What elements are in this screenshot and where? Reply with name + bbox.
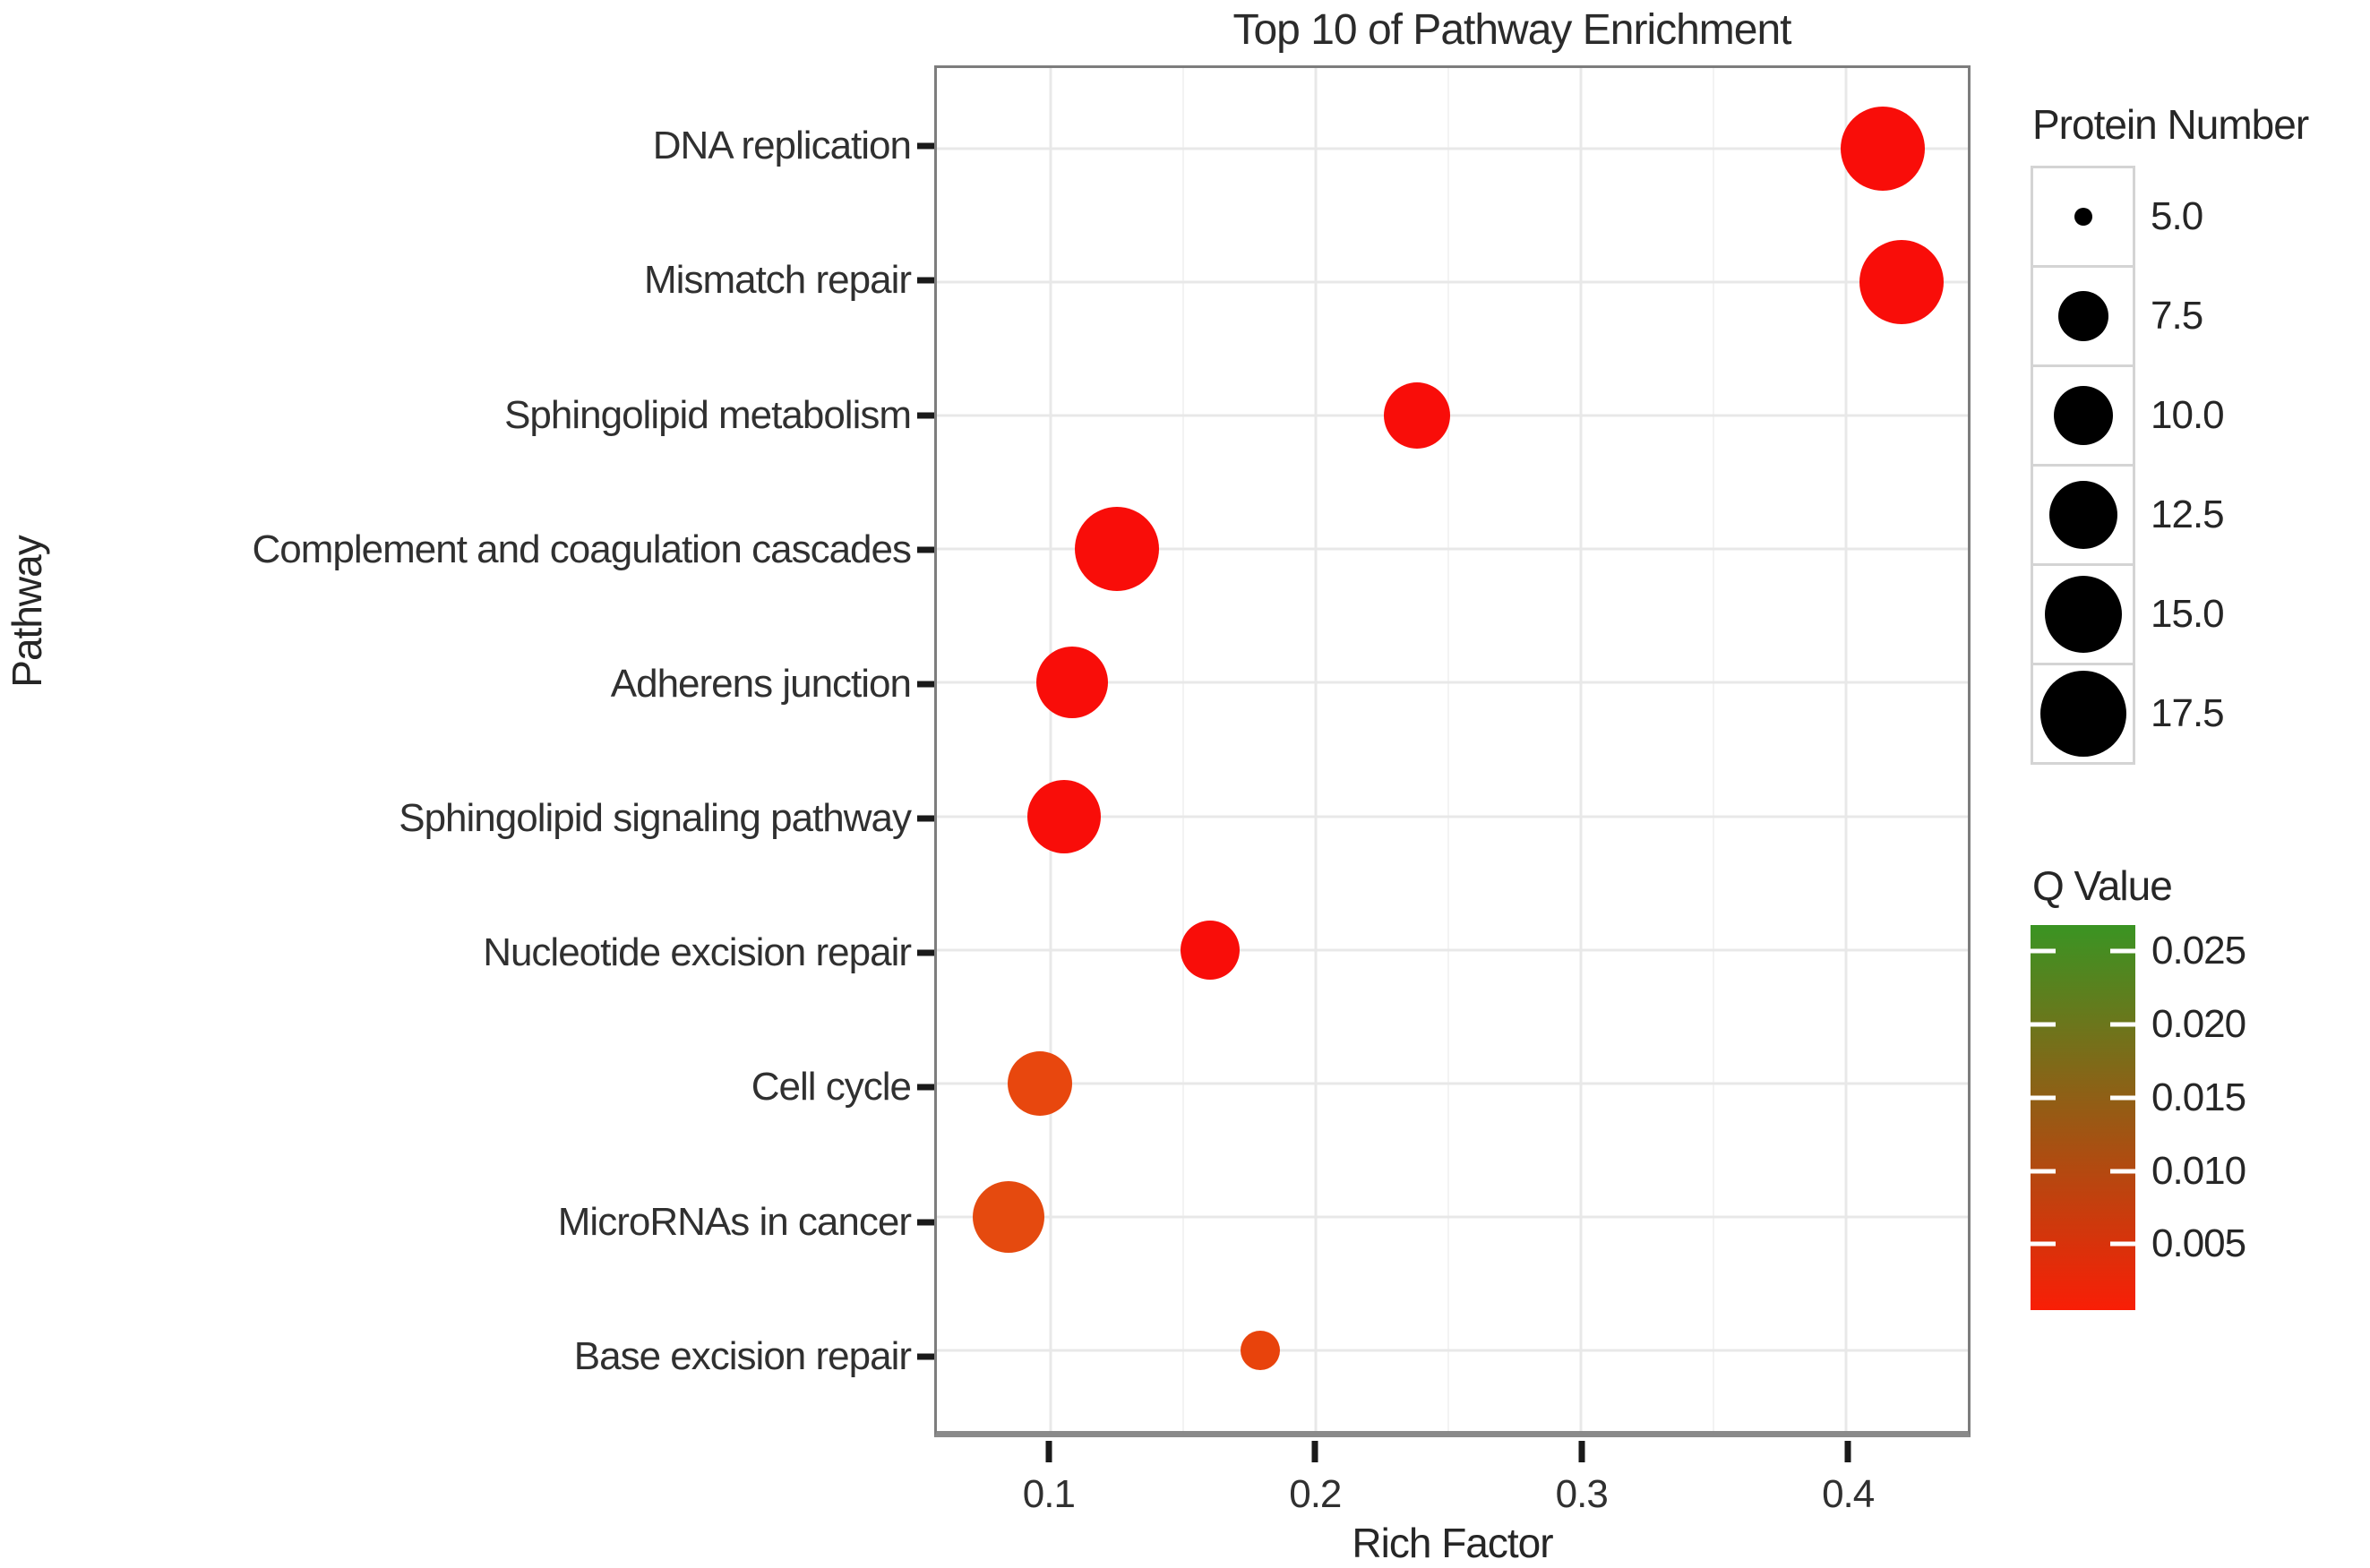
x-tick-label: 0.3 [1555,1472,1609,1516]
x-tick-mark [1045,1441,1052,1462]
size-legend-dot [2048,481,2117,549]
y-tick-mark [917,142,934,150]
y-tick-label: Sphingolipid metabolism [504,392,912,437]
size-legend-label: 12.5 [2151,493,2225,536]
row-gridline [937,1082,1968,1085]
colorbar-tick-label: 0.020 [2151,1002,2246,1047]
size-legend-title: Protein Number [2032,101,2309,148]
y-tick-label: Nucleotide excision repair [483,930,912,975]
colorbar-tick [2031,948,2056,954]
bubble [1027,779,1102,853]
colorbar-tick [2031,1169,2056,1174]
bubble [1008,1051,1073,1117]
size-legend-label: 5.0 [2151,194,2203,238]
bubble [1859,239,1945,324]
size-legend-label: 15.0 [2151,592,2225,636]
y-tick-label: Adherens junction [610,661,912,706]
y-tick-mark [917,1353,934,1360]
minor-gridline [1447,68,1450,1431]
y-tick-label: MicroRNAs in cancer [557,1199,912,1244]
y-tick-label: Complement and coagulation cascades [252,527,912,571]
row-gridline [937,414,1968,417]
size-legend-label: 7.5 [2151,294,2203,338]
y-tick-mark [917,815,934,822]
color-legend-title: Q Value [2032,862,2173,909]
bubble [1240,1331,1280,1371]
colorbar-tick-label: 0.010 [2151,1148,2246,1193]
bubble [1180,920,1240,980]
y-tick-mark [917,277,934,284]
size-legend-keys: 5.0 7.5 10.0 12.5 15.0 17.5 [2031,166,2225,765]
row-gridline [937,547,1968,551]
bubble [1841,106,1926,191]
row-gridline [937,815,1968,818]
plot-panel [934,65,1971,1437]
size-legend-key: 10.0 [2031,364,2225,467]
size-legend-dot [2057,291,2108,341]
row-gridline [937,1215,1968,1219]
colorbar-tick-label: 0.005 [2151,1221,2246,1266]
major-gridline [1049,68,1052,1431]
major-gridline [1579,68,1583,1431]
x-tick-label: 0.1 [1022,1472,1076,1516]
row-gridline [937,948,1968,952]
x-tick-label: 0.2 [1289,1472,1342,1516]
row-gridline [937,1349,1968,1352]
colorbar-tick-label: 0.015 [2151,1075,2246,1119]
size-legend-key: 7.5 [2031,265,2203,367]
y-tick-mark [917,681,934,688]
size-legend-dot [2074,208,2092,226]
colorbar-tick [2031,1241,2056,1247]
size-legend-dot [2053,386,2113,445]
size-legend-label: 10.0 [2151,393,2225,437]
y-axis-title: Pathway [4,536,50,688]
x-tick-mark [1578,1441,1585,1462]
colorbar [2031,925,2135,1310]
x-tick-mark [1311,1441,1318,1462]
size-legend-key: 12.5 [2031,464,2225,566]
bubble [972,1181,1044,1254]
y-tick-label: Cell cycle [751,1065,912,1110]
row-gridline [937,280,1968,284]
x-tick-mark [1844,1441,1851,1462]
minor-gridline [1182,68,1185,1431]
y-tick-label: Mismatch repair [644,258,912,303]
y-tick-mark [917,949,934,956]
row-gridline [937,681,1968,684]
size-legend-key: 5.0 [2031,166,2203,268]
size-legend-label: 17.5 [2151,691,2225,735]
bubble [1075,507,1160,592]
bubble [1035,647,1108,719]
size-legend-dot [2039,671,2126,757]
major-gridline [1314,68,1318,1431]
row-gridline [937,147,1968,150]
colorbar-tick [2110,948,2135,954]
colorbar-tick [2110,1095,2135,1101]
colorbar-tick [2110,1241,2135,1247]
chart-title: Top 10 of Pathway Enrichment [1232,6,1791,54]
y-tick-mark [917,1084,934,1091]
major-gridline [1844,68,1848,1431]
size-legend-key: 15.0 [2031,563,2225,665]
x-axis-title: Rich Factor [1352,1520,1553,1566]
colorbar-tick [2110,1169,2135,1174]
bubble [1383,381,1450,449]
colorbar-tick-label: 0.025 [2151,929,2246,973]
y-tick-mark [917,412,934,418]
colorbar-tick [2031,1022,2056,1027]
y-tick-mark [917,546,934,553]
colorbar-tick [2110,1022,2135,1027]
x-tick-label: 0.4 [1822,1472,1875,1516]
size-legend-dot [2044,576,2122,653]
size-legend-key: 17.5 [2031,663,2225,765]
y-tick-label: Sphingolipid signaling pathway [399,796,912,841]
minor-gridline [1712,68,1714,1431]
y-tick-label: DNA replication [652,124,912,168]
y-tick-mark [917,1219,934,1226]
y-tick-label: Base excision repair [573,1333,912,1378]
colorbar-tick [2031,1095,2056,1101]
